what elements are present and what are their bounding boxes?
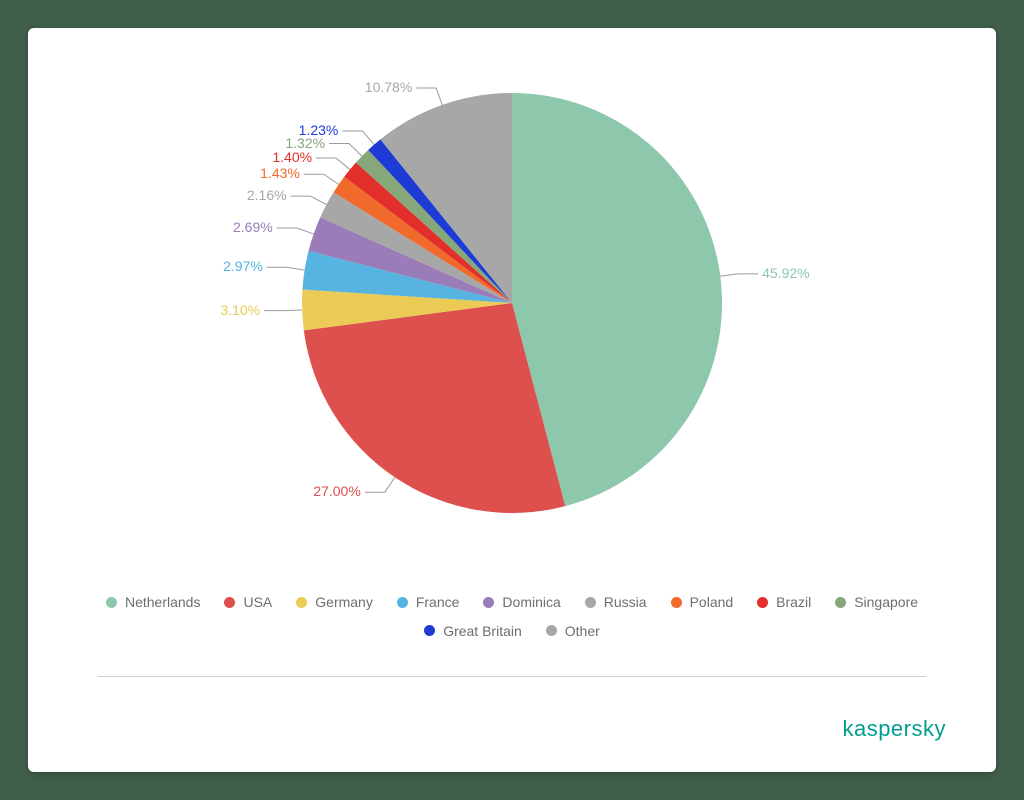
slice-label: 2.16% [247,187,287,203]
chart-card: Netherlands USA Germany France Dominica Russi… [28,28,996,772]
legend-item: Other [546,617,600,645]
slice-label: 45.92% [762,265,809,281]
legend-swatch [296,597,307,608]
legend-label: France [416,588,460,616]
leader-line [316,158,350,169]
pie-chart [28,28,996,568]
slice-label: 2.69% [233,219,273,235]
slice-label: 1.40% [272,149,312,165]
legend-label: Singapore [854,588,918,616]
divider [98,676,926,677]
legend-swatch [671,597,682,608]
leader-line [365,477,395,492]
legend-label: Great Britain [443,617,522,645]
leader-line [416,88,442,105]
brand-logo: kaspersky [842,716,946,742]
legend-swatch [585,597,596,608]
legend-swatch [835,597,846,608]
leader-line [304,174,339,184]
legend-swatch [757,597,768,608]
legend: Netherlands USA Germany France Dominica Russi… [28,588,996,645]
legend-swatch [397,597,408,608]
legend-item: Germany [296,588,373,616]
leader-line [329,144,362,157]
legend-item: Great Britain [424,617,522,645]
leader-line [720,274,758,276]
slice-label: 3.10% [220,302,260,318]
slice-label: 27.00% [313,483,360,499]
slice-label: 1.43% [260,165,300,181]
legend-swatch [483,597,494,608]
leader-line [291,196,327,204]
legend-label: USA [243,588,272,616]
legend-row: Great Britain Other [28,617,996,646]
legend-label: Germany [315,588,373,616]
legend-label: Poland [690,588,734,616]
leader-line [264,310,302,311]
legend-item: Netherlands [106,588,201,616]
legend-swatch [106,597,117,608]
legend-swatch [424,625,435,636]
leader-line [267,267,305,270]
legend-row: Netherlands USA Germany France Dominica Russi… [28,588,996,617]
legend-item: Russia [585,588,647,616]
slice-label: 2.97% [223,258,263,274]
leader-line [277,228,314,234]
legend-item: Singapore [835,588,918,616]
legend-label: Other [565,617,600,645]
legend-label: Russia [604,588,647,616]
legend-item: Poland [671,588,734,616]
legend-label: Dominica [502,588,560,616]
legend-item: France [397,588,460,616]
slice-label: 10.78% [365,79,412,95]
legend-label: Brazil [776,588,811,616]
legend-item: USA [224,588,272,616]
legend-item: Brazil [757,588,811,616]
slice-label: 1.23% [299,122,339,138]
legend-label: Netherlands [125,588,201,616]
leader-line [342,131,374,145]
legend-item: Dominica [483,588,560,616]
legend-swatch [224,597,235,608]
legend-swatch [546,625,557,636]
